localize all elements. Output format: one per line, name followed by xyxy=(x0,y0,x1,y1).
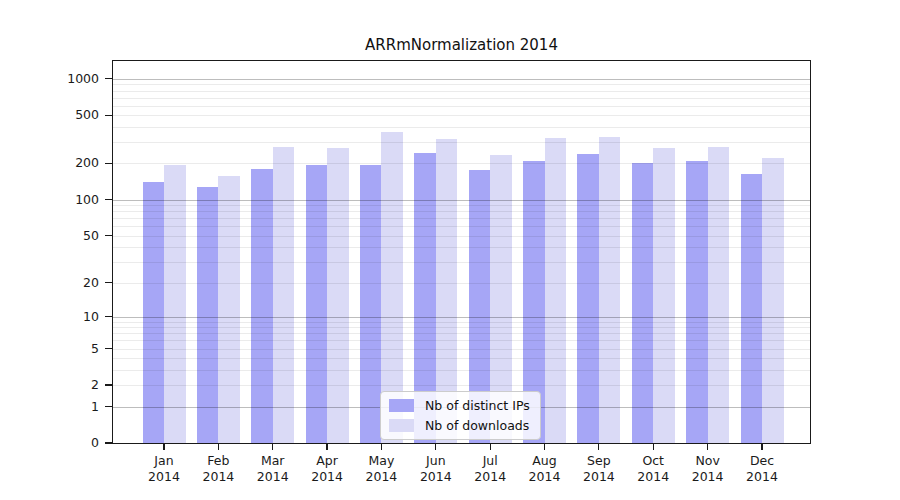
y-tick-mark xyxy=(105,348,112,349)
gridline-minor xyxy=(113,142,810,143)
y-tick-mark xyxy=(105,442,112,443)
x-tick-label: Aug 2014 xyxy=(517,453,573,485)
bar-ips-dec xyxy=(741,174,763,444)
x-tick-label: Jan 2014 xyxy=(136,453,192,485)
y-tick-label: 5 xyxy=(49,341,99,357)
y-tick-label: 50 xyxy=(49,228,99,244)
legend-row: Nb of distinct IPs xyxy=(389,398,530,413)
bar-downloads-apr xyxy=(327,148,349,443)
bar-downloads-nov xyxy=(708,147,730,444)
chart-title: ARRmNormalization 2014 xyxy=(113,36,810,54)
x-tick-mark xyxy=(381,443,382,450)
y-tick-label: 10 xyxy=(49,309,99,325)
legend-swatch-distinct-ips xyxy=(389,399,414,412)
y-tick-label: 20 xyxy=(49,275,99,291)
bar-downloads-mar xyxy=(273,147,295,443)
x-tick-mark xyxy=(653,443,654,450)
bar-ips-nov xyxy=(686,161,708,443)
x-tick-label: Sep 2014 xyxy=(571,453,627,485)
y-tick-mark xyxy=(105,163,112,164)
x-tick-label: Mar 2014 xyxy=(245,453,301,485)
x-tick-label: Nov 2014 xyxy=(680,453,736,485)
bar-ips-jan xyxy=(143,182,165,443)
y-tick-mark xyxy=(105,78,112,79)
y-tick-mark xyxy=(105,406,112,407)
bar-ips-mar xyxy=(251,169,273,443)
y-tick-label: 500 xyxy=(49,107,99,123)
gridline-minor xyxy=(113,115,810,116)
y-tick-mark xyxy=(105,115,112,116)
x-tick-label: Feb 2014 xyxy=(190,453,246,485)
y-tick-mark xyxy=(105,282,112,283)
x-tick-label: Jul 2014 xyxy=(462,453,518,485)
x-tick-mark xyxy=(598,443,599,450)
x-tick-mark xyxy=(544,443,545,450)
x-tick-label: May 2014 xyxy=(353,453,409,485)
x-tick-label: Apr 2014 xyxy=(299,453,355,485)
legend-swatch-downloads xyxy=(389,419,414,432)
gridline-minor xyxy=(113,98,810,99)
bar-ips-oct xyxy=(632,163,654,443)
x-tick-mark xyxy=(435,443,436,450)
y-tick-mark xyxy=(105,199,112,200)
bar-downloads-dec xyxy=(762,158,784,443)
figure: ARRmNormalization 2014 01251020501002005… xyxy=(0,0,900,500)
bar-ips-feb xyxy=(197,187,219,443)
bar-downloads-feb xyxy=(218,176,240,443)
gridline-minor xyxy=(113,127,810,128)
bar-ips-sep xyxy=(577,154,599,443)
y-tick-mark xyxy=(105,384,112,385)
x-tick-mark xyxy=(272,443,273,450)
legend-label-downloads: Nb of downloads xyxy=(425,418,529,433)
x-tick-mark xyxy=(163,443,164,450)
bar-ips-may xyxy=(360,165,382,444)
y-tick-mark xyxy=(105,235,112,236)
y-tick-label: 1 xyxy=(49,399,99,415)
y-tick-mark xyxy=(105,316,112,317)
y-tick-label: 1000 xyxy=(49,71,99,87)
x-tick-mark xyxy=(761,443,762,450)
legend: Nb of distinct IPs Nb of downloads xyxy=(380,391,541,440)
gridline-major xyxy=(113,79,810,80)
x-tick-mark xyxy=(326,443,327,450)
x-tick-mark xyxy=(490,443,491,450)
bar-downloads-oct xyxy=(653,148,675,443)
gridline-minor xyxy=(113,106,810,107)
plot-area: 01251020501002005001000 Jan 2014Feb 2014… xyxy=(113,61,810,443)
bar-ips-apr xyxy=(306,165,328,443)
x-tick-label: Jun 2014 xyxy=(408,453,464,485)
x-tick-label: Dec 2014 xyxy=(734,453,790,485)
x-tick-label: Oct 2014 xyxy=(625,453,681,485)
gridline-minor xyxy=(113,91,810,92)
y-tick-label: 100 xyxy=(49,192,99,208)
legend-row: Nb of downloads xyxy=(389,418,530,433)
bar-downloads-jan xyxy=(164,165,186,444)
bar-downloads-aug xyxy=(545,138,567,443)
y-tick-label: 0 xyxy=(49,435,99,451)
x-tick-mark xyxy=(707,443,708,450)
gridline-minor xyxy=(113,84,810,85)
bar-downloads-sep xyxy=(599,137,621,443)
y-tick-label: 2 xyxy=(49,377,99,393)
y-tick-label: 200 xyxy=(49,155,99,171)
legend-label-distinct-ips: Nb of distinct IPs xyxy=(425,398,530,413)
x-tick-mark xyxy=(218,443,219,450)
